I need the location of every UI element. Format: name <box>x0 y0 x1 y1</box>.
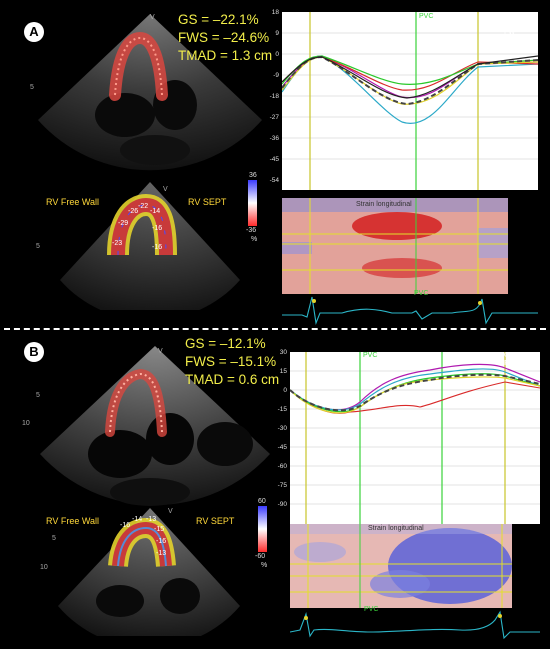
segment-value: -29 <box>118 220 129 227</box>
panel-b-y-tick: 30 <box>279 349 287 356</box>
panel-a-segment-echo <box>60 182 240 310</box>
panel-b-ecg-pvc: PVC <box>364 606 379 613</box>
legend-fw: ┄ FW <box>498 360 516 367</box>
panel-b-fws: FWS = –15.1% <box>185 354 277 369</box>
panel-b-colorbar-unit: % <box>261 562 268 569</box>
panel-a-pvc-label: PVC <box>419 13 434 20</box>
panel-a-colorbar-top: 36 <box>249 172 257 179</box>
panel-b-y-tick: -60 <box>277 463 287 470</box>
panel-a-y-tick: -9 <box>273 72 279 79</box>
segment-value: -14 <box>150 208 161 215</box>
panel-b-ecg <box>290 610 540 640</box>
panel-a-v-marker: V <box>150 14 155 21</box>
panel-a-colorbar <box>248 180 257 226</box>
segment-value: -22 <box>138 203 149 210</box>
panel-a-y-tick: -45 <box>269 156 279 163</box>
segment-value: -23 <box>112 240 123 247</box>
segment-value: -13 <box>146 516 157 523</box>
panel-a-colorbar-bottom: -36 <box>246 227 257 234</box>
panel-a-5-marker: 5 <box>30 84 34 91</box>
panel-a-ecg <box>282 296 538 325</box>
panel-a-strain-curves <box>282 12 538 190</box>
panel-b-segment-echo <box>58 508 240 636</box>
panel-b-badge: B <box>24 342 44 362</box>
panel-b-10-marker-small: 10 <box>40 564 48 571</box>
panel-b-tmad: TMAD = 0.6 cm <box>185 372 280 387</box>
panel-a-y-tick: 18 <box>271 9 279 16</box>
segment-value: -16 <box>156 538 167 545</box>
panel-b-strain-map-title: Strain longitudinal <box>368 525 424 532</box>
panel-a-5-marker-small: 5 <box>36 243 40 250</box>
panel-a-strain-map-title: Strain longitudinal <box>356 201 412 208</box>
panel-b-v-marker: V <box>158 348 163 355</box>
panel-b-colorbar <box>258 506 267 552</box>
panel-b-strain-map <box>290 524 512 608</box>
panel-a-legend: L ┄ G ┄ FW <box>498 13 515 37</box>
segment-value: -13 <box>156 550 167 557</box>
panel-a-echo-sector <box>38 14 262 171</box>
panel-b-colorbar-bottom: -60 <box>255 553 266 560</box>
panel-divider <box>4 328 546 330</box>
panel-a-badge: A <box>24 22 44 42</box>
panel-b-5-marker: 5 <box>36 392 40 399</box>
panel-a-y-tick: 9 <box>275 30 279 37</box>
panel-b-gs: GS = –12.1% <box>185 336 266 351</box>
panel-b-y-tick: -15 <box>277 406 287 413</box>
panel-a-colorbar-unit: % <box>251 236 258 243</box>
panel-b-y-tick: -75 <box>277 482 287 489</box>
panel-b-y-tick: -90 <box>277 501 287 508</box>
panel-a-tmad: TMAD = 1.3 cm <box>178 48 273 63</box>
panel-a-y-tick: -18 <box>269 93 279 100</box>
segment-value: -16 <box>120 522 131 529</box>
panel-b-y-tick: 0 <box>283 387 287 394</box>
legend-g: ┄ G <box>498 21 510 28</box>
panel-b-v-marker-small: V <box>168 508 173 515</box>
panel-b-y-tick: 15 <box>279 368 287 375</box>
segment-value: -16 <box>152 244 163 251</box>
panel-b-rv-free-wall: RV Free Wall <box>46 516 100 526</box>
panel-b-5-marker-small: 5 <box>52 535 56 542</box>
panel-b-pvc-label: PVC <box>363 352 378 359</box>
panel-a-y-tick: -27 <box>269 114 279 121</box>
panel-a: V 5 A GS = –22.1% FWS = –24.6% TMAD = 1.… <box>24 9 538 325</box>
panel-a-gs: GS = –22.1% <box>178 12 259 27</box>
panel-b-y-tick: -45 <box>277 444 287 451</box>
segment-value: -26 <box>128 208 139 215</box>
panel-a-y-tick: -36 <box>269 135 279 142</box>
panel-a-rv-sept: RV SEPT <box>188 197 227 207</box>
panel-a-y-tick: -54 <box>269 177 279 184</box>
panel-a-y-tick: 0 <box>275 51 279 58</box>
legend-g: ┄ G <box>498 352 510 359</box>
panel-a-strain-map <box>282 198 508 294</box>
panel-a-fws: FWS = –24.6% <box>178 30 270 45</box>
panel-b-colorbar-top: 60 <box>258 498 266 505</box>
panel-a-rv-free-wall: RV Free Wall <box>46 197 100 207</box>
panel-b-rv-sept: RV SEPT <box>196 516 235 526</box>
panel-b-y-tick: -30 <box>277 425 287 432</box>
panel-b-10-marker: 10 <box>22 420 30 427</box>
panel-a-v-marker-small: V <box>163 186 168 193</box>
panel-b-strain-curves <box>290 352 540 524</box>
panel-a-ecg-pvc: PVC <box>414 290 429 297</box>
legend-fw: ┄ FW <box>498 29 516 36</box>
panel-b: V 5 10 B GS = –12.1% FWS = –15.1% TMAD =… <box>0 330 550 649</box>
segment-value: -15 <box>154 526 165 533</box>
panel-b-legend: ┄ G ┄ FW <box>498 352 515 368</box>
legend-l: L <box>498 13 502 20</box>
segment-value: -14 <box>132 516 143 523</box>
panel-b-echo-sector <box>40 346 270 506</box>
segment-value: -16 <box>152 225 163 232</box>
